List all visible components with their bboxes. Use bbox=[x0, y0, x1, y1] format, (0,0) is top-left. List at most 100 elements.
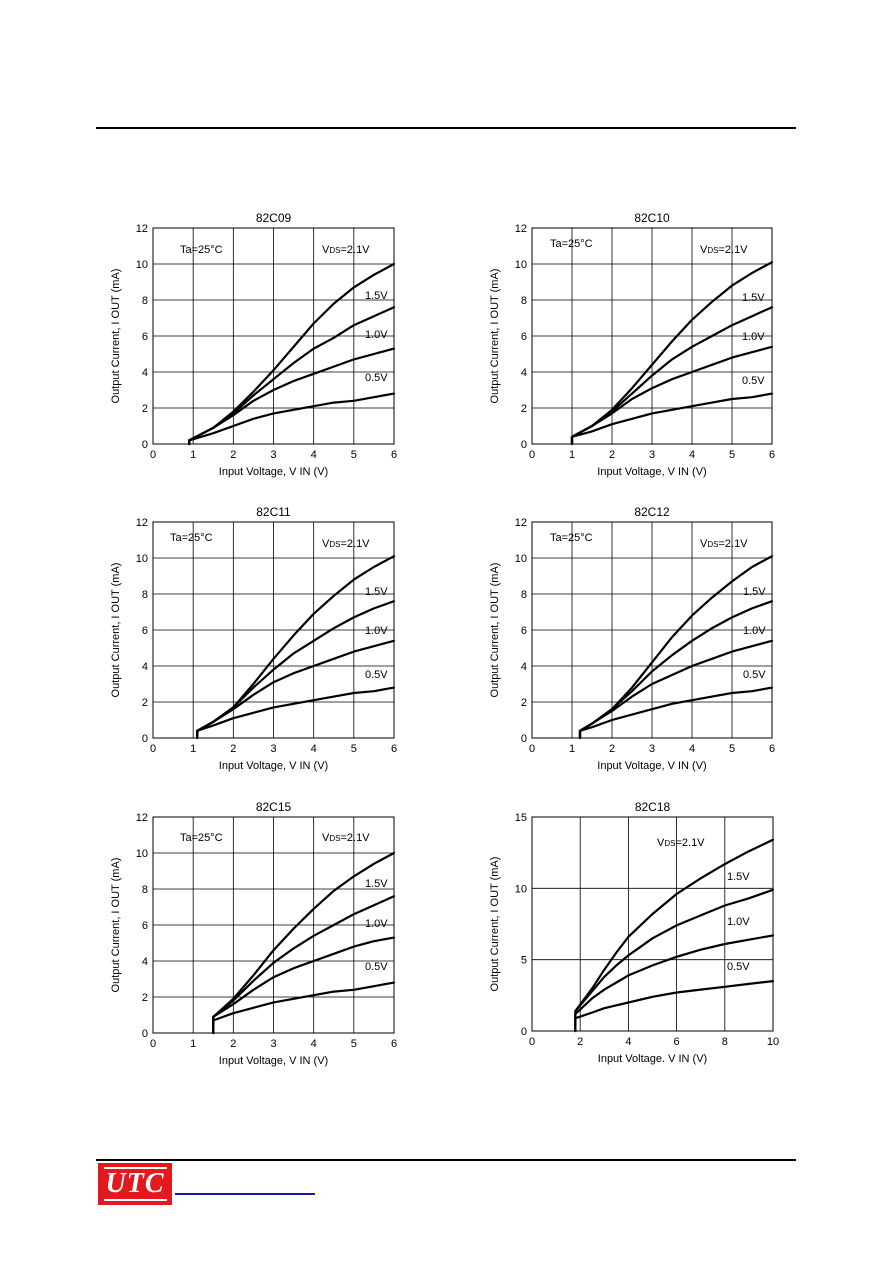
x-tick-label: 1 bbox=[569, 449, 575, 461]
plot-frame bbox=[152, 816, 395, 1034]
y-tick-label: 2 bbox=[521, 403, 527, 415]
series-line bbox=[570, 392, 774, 446]
y-tick-label: 6 bbox=[521, 625, 527, 637]
y-axis-label: Output Current, I OUT (mA) bbox=[110, 563, 122, 698]
x-axis-label: Input Voltage. V IN (V) bbox=[598, 1053, 707, 1065]
series-line bbox=[196, 555, 396, 740]
y-tick-label: 12 bbox=[136, 517, 148, 529]
annotation-ta: Ta=25°C bbox=[180, 244, 223, 256]
y-tick-label: 0 bbox=[142, 1028, 148, 1040]
series-label: 1.5V bbox=[365, 290, 388, 302]
x-tick-label: 3 bbox=[270, 1038, 276, 1050]
y-tick-label: 4 bbox=[142, 367, 148, 379]
x-tick-label: 10 bbox=[767, 1036, 779, 1048]
chart-title: 82C10 bbox=[634, 211, 670, 225]
series-line bbox=[196, 686, 396, 740]
y-tick-label: 10 bbox=[515, 553, 527, 565]
utc-logo-text: UTC bbox=[103, 1167, 167, 1201]
x-tick-label: 4 bbox=[689, 743, 695, 755]
x-tick-label: 4 bbox=[311, 449, 317, 461]
series-label-vds: VDS=2.1V bbox=[700, 244, 748, 256]
y-axis-label: Output Current, I OUT (mA) bbox=[110, 269, 122, 404]
x-tick-label: 2 bbox=[230, 1038, 236, 1050]
x-axis-label: Input Voltage, V IN (V) bbox=[219, 1055, 328, 1067]
x-tick-label: 1 bbox=[190, 449, 196, 461]
series-label: 0.5V bbox=[742, 375, 765, 387]
series-line bbox=[574, 980, 775, 1033]
footer-rule bbox=[96, 1159, 796, 1161]
series-line bbox=[570, 345, 774, 446]
plot-frame bbox=[152, 227, 395, 445]
y-tick-label: 6 bbox=[521, 331, 527, 343]
x-tick-label: 4 bbox=[689, 449, 695, 461]
x-tick-label: 8 bbox=[722, 1036, 728, 1048]
x-tick-label: 5 bbox=[351, 743, 357, 755]
y-tick-label: 6 bbox=[142, 625, 148, 637]
series-label: 1.0V bbox=[365, 918, 388, 930]
y-tick-label: 12 bbox=[136, 812, 148, 824]
series-line bbox=[188, 347, 396, 446]
plot-frame bbox=[152, 521, 395, 739]
annotation-ta: Ta=25°C bbox=[550, 532, 593, 544]
series-label: 0.5V bbox=[365, 961, 388, 973]
x-tick-label: 6 bbox=[769, 743, 775, 755]
header-rule bbox=[96, 127, 796, 129]
series-label-vds: VDS=2.1V bbox=[657, 837, 705, 849]
chart-title: 82C09 bbox=[256, 211, 292, 225]
y-tick-label: 4 bbox=[521, 367, 527, 379]
y-tick-label: 0 bbox=[142, 439, 148, 451]
series-line bbox=[212, 895, 396, 1035]
series-line bbox=[212, 981, 396, 1035]
x-tick-label: 6 bbox=[674, 1036, 680, 1048]
x-tick-label: 2 bbox=[577, 1036, 583, 1048]
series-label-vds: VDS=2.1V bbox=[322, 538, 370, 550]
plot-frame bbox=[531, 816, 774, 1032]
series-label: 1.5V bbox=[365, 878, 388, 890]
y-tick-label: 8 bbox=[142, 589, 148, 601]
y-tick-label: 0 bbox=[521, 733, 527, 745]
series-label: 0.5V bbox=[365, 372, 388, 384]
x-axis-label: Input Voltage, V IN (V) bbox=[219, 760, 328, 772]
x-tick-label: 6 bbox=[391, 1038, 397, 1050]
plot-frame bbox=[531, 227, 773, 445]
x-tick-label: 6 bbox=[391, 449, 397, 461]
plot-frame bbox=[531, 521, 773, 739]
series-label: 1.5V bbox=[742, 292, 765, 304]
series-label: 0.5V bbox=[727, 961, 750, 973]
series-label-vds: VDS=2.1V bbox=[700, 538, 748, 550]
footer-link-underline[interactable] bbox=[175, 1193, 315, 1195]
chart-title: 82C11 bbox=[256, 505, 291, 519]
x-tick-label: 5 bbox=[351, 449, 357, 461]
x-tick-label: 0 bbox=[150, 449, 156, 461]
series-line bbox=[574, 888, 775, 1033]
series-label: 1.5V bbox=[727, 871, 750, 883]
series-line bbox=[196, 639, 396, 740]
y-tick-label: 10 bbox=[515, 259, 527, 271]
series-line bbox=[578, 686, 774, 740]
series-line bbox=[188, 392, 396, 446]
series-label: 0.5V bbox=[365, 669, 388, 681]
annotation-ta: Ta=25°C bbox=[180, 832, 223, 844]
series-label-vds: VDS=2.1V bbox=[322, 244, 370, 256]
chart-title: 82C18 bbox=[635, 800, 671, 814]
y-tick-label: 10 bbox=[515, 883, 527, 895]
x-tick-label: 1 bbox=[569, 743, 575, 755]
x-tick-label: 3 bbox=[270, 449, 276, 461]
series-label: 1.0V bbox=[743, 625, 766, 637]
y-axis-label: Output Current, I OUT (mA) bbox=[489, 857, 501, 992]
x-tick-label: 4 bbox=[625, 1036, 631, 1048]
y-tick-label: 2 bbox=[521, 697, 527, 709]
y-tick-label: 6 bbox=[142, 920, 148, 932]
x-tick-label: 3 bbox=[270, 743, 276, 755]
x-tick-label: 2 bbox=[230, 449, 236, 461]
series-line bbox=[574, 838, 775, 1033]
x-tick-label: 5 bbox=[729, 743, 735, 755]
y-tick-label: 8 bbox=[142, 295, 148, 307]
x-tick-label: 2 bbox=[609, 449, 615, 461]
series-label: 1.0V bbox=[742, 331, 765, 343]
y-tick-label: 0 bbox=[521, 1026, 527, 1038]
y-tick-label: 5 bbox=[521, 955, 527, 967]
x-tick-label: 6 bbox=[769, 449, 775, 461]
series-label-vds: VDS=2.1V bbox=[322, 832, 370, 844]
y-tick-label: 2 bbox=[142, 992, 148, 1004]
